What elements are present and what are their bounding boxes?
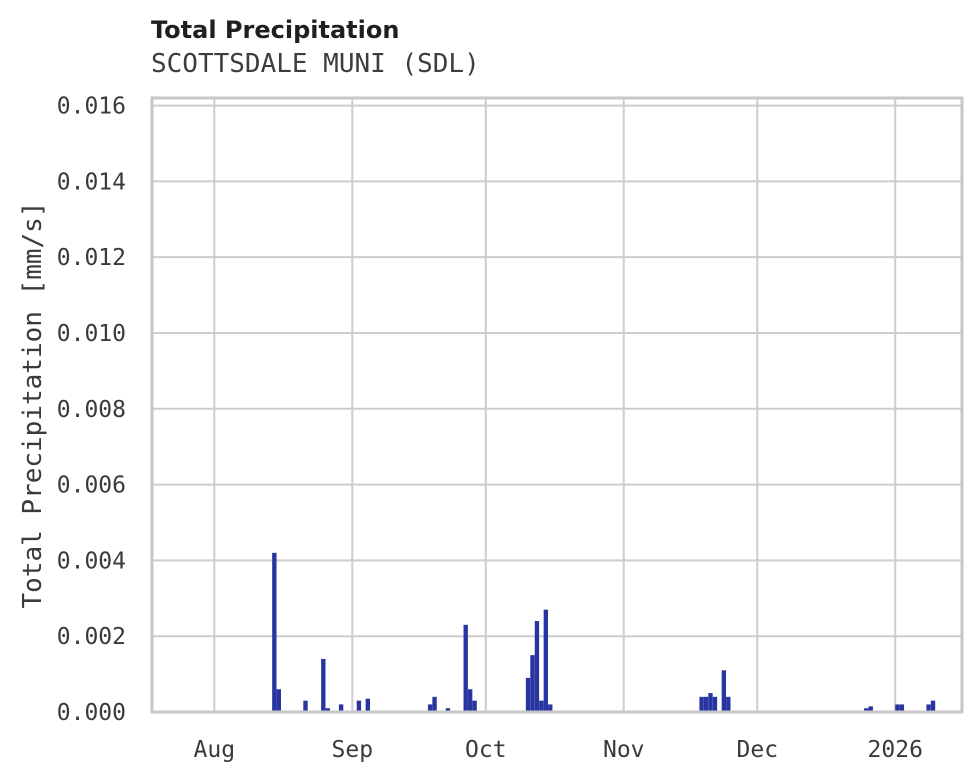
precip-bar xyxy=(303,700,308,712)
precip-bar xyxy=(712,696,718,712)
precip-bar xyxy=(427,704,433,712)
y-tick-label: 0.004 xyxy=(57,548,126,574)
y-tick-label: 0.008 xyxy=(57,397,126,423)
precip-bar xyxy=(432,696,437,712)
precip-bar xyxy=(864,708,869,712)
precip-bar xyxy=(926,704,931,712)
precip-bar xyxy=(895,704,900,712)
precip-bar xyxy=(530,655,535,712)
precip-bar xyxy=(543,609,549,712)
x-tick-label: Dec xyxy=(737,737,779,763)
precip-bar xyxy=(525,677,531,712)
precip-bar xyxy=(325,708,330,712)
y-tick-label: 0.000 xyxy=(57,700,126,726)
x-tick-label: Oct xyxy=(465,737,507,763)
precip-bar xyxy=(356,700,362,712)
y-tick-label: 0.010 xyxy=(57,321,126,347)
x-tick-label: Sep xyxy=(332,737,374,763)
precip-bar xyxy=(708,693,713,712)
precip-bar xyxy=(899,704,905,712)
precip-bar xyxy=(467,689,473,712)
precip-bar xyxy=(445,708,451,712)
chart-title: Total Precipitation xyxy=(151,16,400,44)
precip-bar xyxy=(463,624,468,712)
precip-bar xyxy=(276,689,281,712)
y-tick-label: 0.016 xyxy=(57,94,126,120)
precip-bar xyxy=(548,704,553,712)
precip-bar xyxy=(272,552,277,712)
x-tick-label: Aug xyxy=(194,737,236,763)
precip-bar xyxy=(338,704,344,712)
y-tick-label: 0.006 xyxy=(57,473,126,499)
precip-bar xyxy=(539,700,544,712)
precip-bar xyxy=(721,670,727,712)
plot-border xyxy=(150,96,964,714)
chart-subtitle: SCOTTSDALE MUNI (SDL) xyxy=(151,49,480,79)
precip-bar xyxy=(930,700,936,712)
precip-bar xyxy=(726,696,731,712)
y-tick-label: 0.014 xyxy=(57,169,126,195)
precip-bar xyxy=(321,658,326,712)
x-tick-label: Nov xyxy=(603,737,645,763)
precip-bar xyxy=(534,621,540,712)
y-tick-label: 0.012 xyxy=(57,245,126,271)
precip-bar xyxy=(868,706,873,712)
x-tick-label: 2026 xyxy=(868,737,923,763)
y-tick-label: 0.002 xyxy=(57,624,126,650)
precip-bar xyxy=(699,696,704,712)
precip-bar xyxy=(472,700,477,712)
precip-bar xyxy=(365,698,370,712)
precip-bar xyxy=(703,696,709,712)
